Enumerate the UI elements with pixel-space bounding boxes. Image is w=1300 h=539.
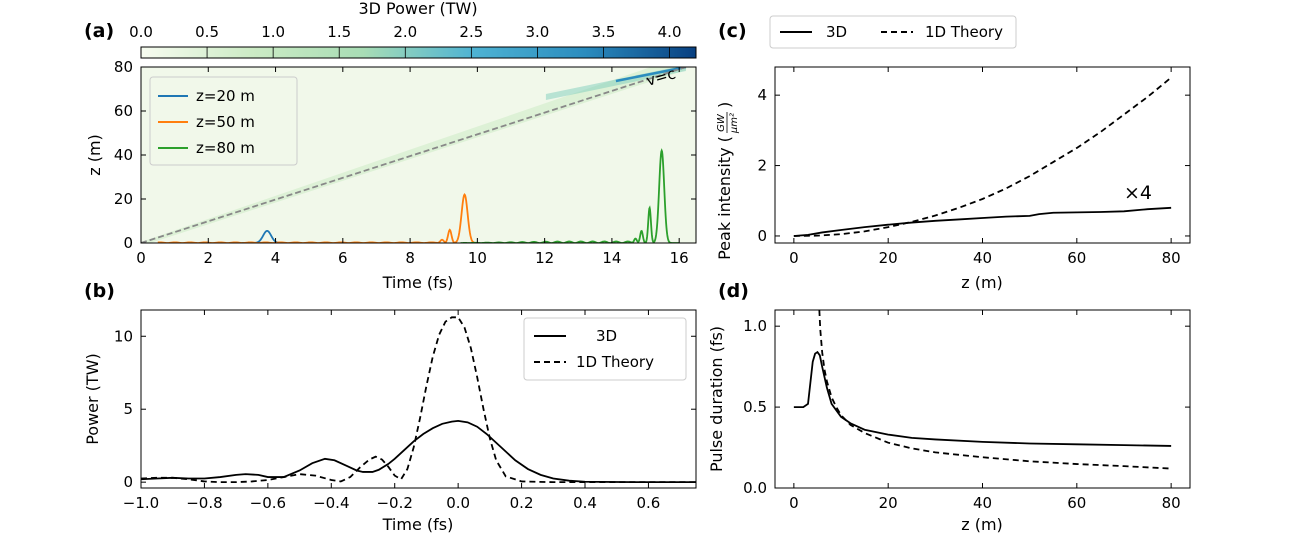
- chart-b: −1.0 −0.8 −0.6 −0.4 −0.2 0.0 0.2 0.4 0.6 0 5 10 3D …: [83, 309, 697, 534]
- d-xtick-label: 40: [973, 494, 992, 512]
- b-xtick-label: 0.6: [636, 494, 660, 512]
- pulse-trace-glow: [141, 67, 686, 243]
- d-ytick-label: 0.0: [743, 479, 767, 497]
- series-d-1d-theory: [818, 310, 1172, 470]
- panel-label-a: (a): [84, 20, 114, 42]
- b-xtick-label: −1.0: [123, 494, 159, 512]
- c-xtick-label: 80: [1162, 249, 1181, 267]
- axes-frame-d: [774, 309, 1191, 489]
- colorbar: [140, 46, 697, 59]
- axes-frame-b: [140, 309, 697, 489]
- a-xtick-label: 6: [338, 249, 348, 267]
- y-axis-label-c: Peak intensity ( GW μm² ): [715, 102, 740, 260]
- chart-d: 0 20 40 60 80 0.0 0.5 1.0 z (m) Pulse duration …: [707, 309, 1191, 534]
- legend-label-z80: z=80 m: [196, 139, 255, 157]
- a-ytick-label: 0: [123, 234, 133, 252]
- legend-label-z20: z=20 m: [196, 87, 255, 105]
- c-xtick-label: 60: [1067, 249, 1086, 267]
- b-xtick-label: 0.4: [573, 494, 597, 512]
- b-xtick-label: −0.4: [313, 494, 349, 512]
- c-ytick-label: 4: [757, 86, 767, 104]
- series-d-3d: [793, 350, 1172, 447]
- legend-label-3d-c: 3D: [826, 23, 847, 41]
- panel-label-c: (c): [718, 20, 747, 42]
- a-xtick-label: 4: [271, 249, 281, 267]
- a-xtick-label: 16: [670, 249, 689, 267]
- colorbar-tick-label: 4.0: [658, 23, 682, 41]
- b-xtick-label: −0.2: [376, 494, 412, 512]
- light-line: [141, 67, 687, 243]
- colorbar-tick-label: 3.5: [592, 23, 616, 41]
- legend-b: 3D 1D Theory: [523, 317, 687, 381]
- line-z20: [241, 230, 280, 243]
- colorbar-tick-label: 3.0: [525, 23, 549, 41]
- colorbar-tick-label: 0.5: [195, 23, 219, 41]
- y-axis-label-c-close: ): [715, 102, 734, 108]
- a-xtick-label: 10: [468, 249, 487, 267]
- y-axis-label-b: Power (TW): [83, 353, 102, 445]
- c-xtick-label: 40: [973, 249, 992, 267]
- colorbar-tick-label: 2.5: [459, 23, 483, 41]
- d-xtick-label: 0: [789, 494, 799, 512]
- legend-a: z=20 m z=50 m z=80 m: [149, 76, 298, 166]
- colorbar-tick-label: 2.0: [393, 23, 417, 41]
- y-axis-label-d: Pulse duration (fs): [707, 326, 726, 472]
- legend-c: 3D 1D Theory: [769, 15, 1017, 49]
- scale-annotation: ×4: [1124, 182, 1152, 204]
- b-ytick-label: 0: [123, 473, 133, 491]
- c-ytick-label: 2: [757, 157, 767, 175]
- chart-a: 3D Power (TW) 0.0 0.5 1.0 1.5 2.0 2.5 3.0 3.5 4.…: [85, 0, 697, 292]
- d-ytick-label: 0.5: [743, 398, 767, 416]
- panel-label-b: (b): [84, 280, 115, 302]
- a-ytick-label: 40: [114, 146, 133, 164]
- c-xtick-label: 0: [789, 249, 799, 267]
- colorbar-label: 3D Power (TW): [358, 0, 477, 18]
- legend-label-z50: z=50 m: [196, 113, 255, 131]
- a-ytick-label: 60: [114, 102, 133, 120]
- b-ytick-label: 10: [114, 327, 133, 345]
- pulse-trace-peak: [615, 67, 687, 83]
- a-xtick-label: 8: [405, 249, 415, 267]
- y-unit-numerator: GW: [716, 113, 727, 132]
- a-xtick-label: 12: [535, 249, 554, 267]
- colorbar-tick-label: 0.0: [129, 23, 153, 41]
- x-axis-label-a: Time (fs): [382, 273, 454, 292]
- b-xtick-label: −0.8: [186, 494, 222, 512]
- b-xtick-label: −0.6: [250, 494, 286, 512]
- b-ytick-label: 5: [123, 400, 133, 418]
- a-xtick-label: 14: [602, 249, 621, 267]
- legend-label-3d-b: 3D: [596, 327, 617, 345]
- y-unit-denominator: μm²: [729, 113, 740, 134]
- x-axis-label-b: Time (fs): [382, 515, 454, 534]
- b-xtick-label: 0.0: [446, 494, 470, 512]
- chart-c: 3D 1D Theory 0 20 40 60 80 0 2 4 ×4 z (m) Peak …: [715, 15, 1191, 292]
- panel-label-d: (d): [718, 280, 749, 302]
- x-axis-label-c: z (m): [961, 273, 1003, 292]
- x-axis-label-d: z (m): [961, 515, 1003, 534]
- series-b-3d: [141, 419, 696, 484]
- d-xtick-label: 20: [879, 494, 898, 512]
- b-xtick-label: 0.2: [510, 494, 534, 512]
- a-ytick-label: 20: [114, 190, 133, 208]
- a-ytick-label: 80: [114, 58, 133, 76]
- legend-label-1d-c: 1D Theory: [925, 23, 1003, 41]
- axes-frame-c: [774, 66, 1191, 244]
- series-c-3d: [793, 206, 1172, 237]
- a-xtick-label: 0: [136, 249, 146, 267]
- y-axis-label-c-text: Peak intensity (: [715, 136, 734, 260]
- series-c-1d-theory: [793, 76, 1172, 237]
- legend-label-1d-b: 1D Theory: [576, 353, 654, 371]
- d-xtick-label: 80: [1162, 494, 1181, 512]
- c-xtick-label: 20: [879, 249, 898, 267]
- c-ytick-label: 0: [757, 227, 767, 245]
- colorbar-tick-label: 1.5: [327, 23, 351, 41]
- colorbar-tick-label: 1.0: [261, 23, 285, 41]
- d-ytick-label: 1.0: [743, 317, 767, 335]
- y-axis-label-a: z (m): [85, 134, 104, 176]
- series-b-1d-theory: [141, 316, 696, 484]
- d-xtick-label: 60: [1067, 494, 1086, 512]
- a-xtick-label: 2: [203, 249, 213, 267]
